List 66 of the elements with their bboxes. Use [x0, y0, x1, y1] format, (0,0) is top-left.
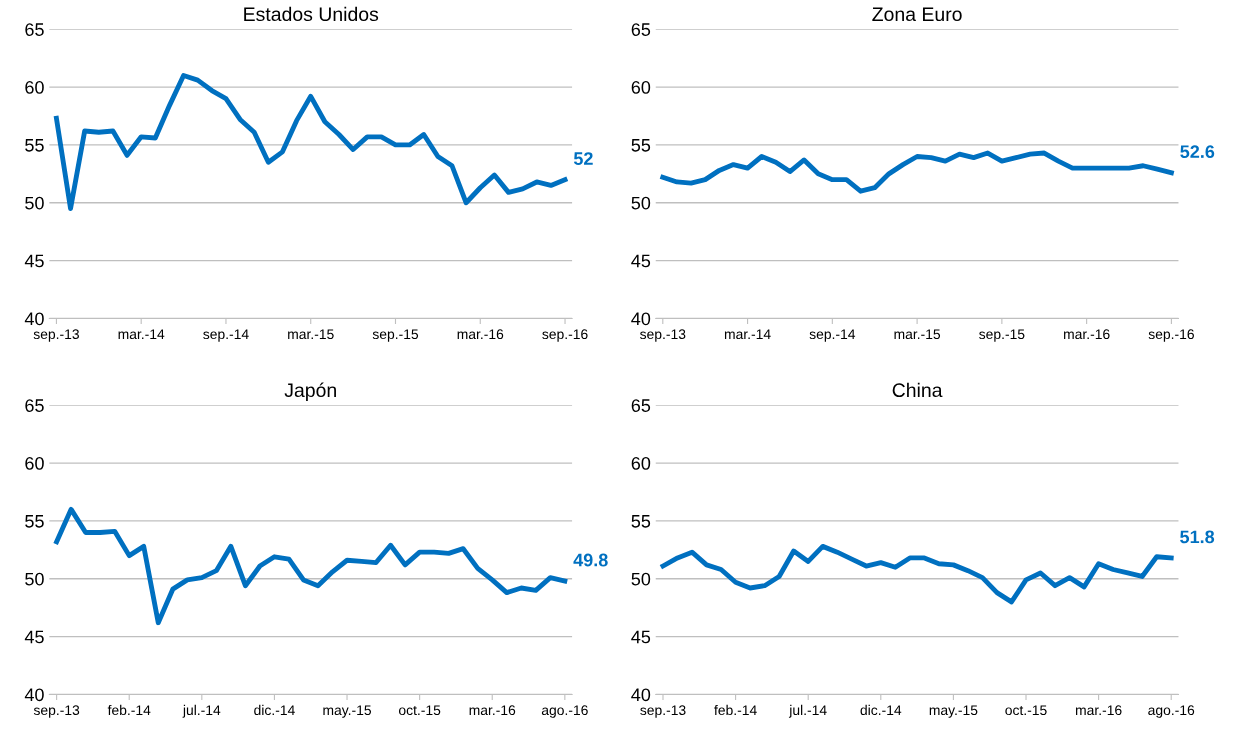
data-label: 51.8	[1180, 530, 1215, 544]
x-tick-label: oct.-15	[1005, 705, 1047, 716]
x-tick-label: feb.-14	[107, 704, 151, 716]
x-tick-label: ago.-16	[541, 705, 588, 718]
y-tick-label: 60	[631, 81, 651, 94]
x-tick-label: feb.-14	[714, 704, 757, 716]
line-series	[660, 150, 1174, 194]
x-tick-label: mar.-14	[118, 329, 165, 340]
data-label: 52.6	[1180, 145, 1215, 159]
y-tick-label: 45	[24, 254, 44, 268]
y-tick-label: 40	[24, 312, 44, 326]
y-tick-label: 60	[25, 457, 44, 470]
data-label: 52	[573, 152, 593, 165]
x-tick-label: may.-15	[929, 705, 978, 718]
x-tick-label: sep.-16	[542, 329, 588, 342]
y-tick-label: 40	[631, 312, 651, 326]
x-tick-label: sep.-15	[979, 329, 1025, 342]
x-tick-label: oct.-15	[398, 705, 441, 716]
y-tick-label: 45	[631, 254, 651, 268]
x-tick-label: sep.-14	[203, 329, 249, 342]
x-tick-label: mar.-16	[1075, 705, 1122, 716]
y-tick-label: 40	[24, 688, 44, 702]
x-tick-label: sep.-13	[640, 705, 686, 718]
y-tick-label: 55	[631, 139, 651, 152]
y-tick-label: 50	[631, 196, 651, 210]
line-series	[660, 543, 1174, 605]
y-tick-label: 50	[631, 572, 651, 586]
chart-title: China	[892, 382, 943, 398]
x-tick-label: jul.-14	[182, 704, 221, 718]
line-series	[53, 73, 568, 211]
y-tick-label: 45	[631, 630, 651, 644]
x-tick-label: mar.-16	[1064, 329, 1110, 340]
y-tick-label: 40	[631, 688, 651, 702]
x-tick-label: dic.-14	[860, 704, 902, 716]
line-series	[54, 506, 568, 626]
x-tick-label: dic.-14	[254, 704, 295, 716]
x-tick-label: ago.-16	[1148, 705, 1195, 718]
y-tick-label: 50	[25, 572, 44, 586]
x-tick-label: sep.-15	[372, 329, 419, 342]
y-tick-label: 65	[631, 23, 651, 36]
x-tick-label: sep.-13	[640, 329, 686, 342]
x-tick-label: sep.-16	[1148, 329, 1194, 342]
x-tick-label: mar.-15	[288, 329, 334, 340]
x-tick-label: sep.-13	[33, 705, 80, 718]
x-tick-label: mar.-14	[724, 329, 771, 340]
y-tick-label: 60	[631, 457, 651, 470]
y-tick-label: 65	[25, 399, 44, 412]
y-tick-label: 55	[631, 515, 651, 528]
y-tick-label: 45	[24, 630, 44, 644]
chart-title: Zona Euro	[872, 7, 962, 22]
chart-title: Japón	[284, 382, 336, 401]
y-tick-label: 65	[25, 23, 44, 36]
y-tick-label: 65	[631, 399, 651, 412]
chart-title: Estados Unidos	[244, 6, 379, 22]
data-label: 49.8	[573, 553, 608, 567]
y-tick-label: 50	[25, 196, 44, 210]
y-tick-label: 55	[25, 139, 44, 152]
y-tick-label: 55	[25, 515, 44, 528]
x-tick-label: mar.-16	[457, 329, 504, 340]
x-tick-label: jul.-14	[788, 704, 827, 718]
x-tick-label: sep.-14	[809, 329, 856, 342]
x-tick-label: may.-15	[323, 705, 372, 718]
y-tick-label: 60	[25, 81, 44, 94]
x-tick-label: mar.-16	[469, 705, 516, 716]
x-tick-label: sep.-13	[33, 329, 79, 342]
x-tick-label: mar.-15	[894, 329, 941, 340]
